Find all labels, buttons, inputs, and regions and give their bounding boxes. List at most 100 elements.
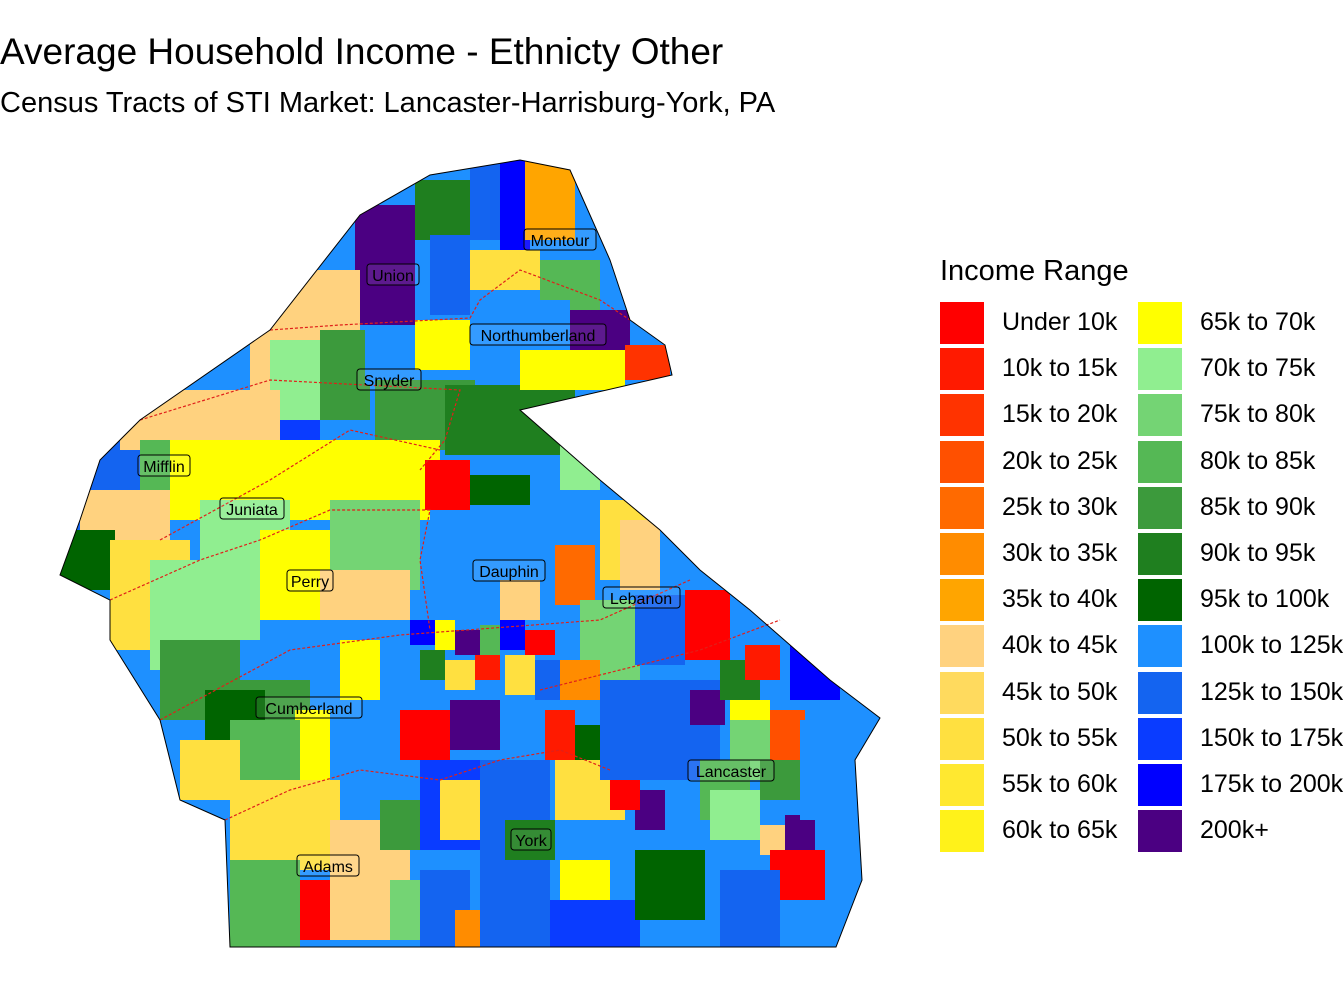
tract <box>445 385 575 455</box>
legend-swatch <box>940 302 984 344</box>
legend-item: 65k to 70k <box>1138 300 1338 346</box>
tract <box>355 205 415 325</box>
legend-swatch <box>940 440 984 483</box>
tract <box>295 710 335 790</box>
tract <box>635 850 705 920</box>
legend-label: 10k to 15k <box>1002 354 1118 383</box>
legend-swatch <box>940 810 984 853</box>
tract <box>410 620 435 645</box>
tract <box>430 235 470 315</box>
legend-label: 40k to 45k <box>1002 631 1118 660</box>
legend-label: 65k to 70k <box>1200 308 1316 336</box>
county-label-text: York <box>515 833 547 850</box>
tract <box>470 475 530 505</box>
legend-swatch <box>1138 394 1182 437</box>
tract <box>475 655 500 680</box>
legend-label: Under 10k <box>1002 308 1118 336</box>
county-label-dauphin: Dauphin <box>472 559 546 582</box>
study-area-outline <box>59 159 881 948</box>
legend-label: 175k to 200k <box>1200 770 1344 798</box>
legend-item: 25k to 30k <box>940 485 1140 531</box>
county-label-perry: Perry <box>286 569 334 592</box>
tract <box>500 620 525 650</box>
legend-label: 200k+ <box>1200 816 1269 845</box>
legend-item: 75k to 80k <box>1138 392 1338 438</box>
legend-swatch <box>1138 533 1182 575</box>
tract <box>550 900 640 947</box>
tract <box>415 320 470 370</box>
tract <box>790 620 840 700</box>
county-label-adams: Adams <box>296 854 360 877</box>
county-label-snyder: Snyder <box>356 368 422 391</box>
legend-label: 95k to 100k <box>1200 585 1330 614</box>
legend-swatch <box>1138 302 1182 344</box>
legend-swatch <box>940 671 984 714</box>
legend-item: 80k to 85k <box>1138 439 1338 485</box>
tract <box>570 310 630 350</box>
tract <box>555 545 595 605</box>
legend-item: 95k to 100k <box>1138 577 1338 623</box>
legend-item: 20k to 25k <box>940 439 1140 485</box>
county-label-union: Union <box>366 263 420 286</box>
county-label-lebanon: Lebanon <box>602 586 681 609</box>
county-label-lancaster: Lancaster <box>687 759 775 782</box>
county-label-text: Adams <box>303 859 353 876</box>
legend-item: 40k to 45k <box>940 623 1140 669</box>
legend-item: 10k to 15k <box>940 346 1140 392</box>
county-label-text: Perry <box>291 574 329 591</box>
legend-item: 50k to 55k <box>940 716 1140 762</box>
tract <box>480 300 570 345</box>
legend-item: 90k to 95k <box>1138 531 1338 577</box>
tract <box>455 630 480 655</box>
legend-swatch <box>940 579 984 622</box>
tract <box>320 330 370 420</box>
legend-label: 80k to 85k <box>1200 446 1316 475</box>
tract <box>320 570 410 620</box>
tract <box>520 350 625 390</box>
legend-swatch <box>1138 810 1182 853</box>
county-label-york: York <box>510 828 552 851</box>
county-label-text: Lebanon <box>610 591 672 608</box>
tract <box>415 180 475 240</box>
legend-item: 200k+ <box>1138 808 1338 854</box>
county-label-text: Dauphin <box>479 564 539 581</box>
legend-item: 125k to 150k <box>1138 670 1343 716</box>
tract <box>365 325 420 385</box>
tract <box>450 700 500 750</box>
tract <box>500 580 540 620</box>
legend-swatch <box>1138 348 1182 391</box>
tract <box>505 655 535 695</box>
legend-item: 55k to 60k <box>940 762 1140 808</box>
legend-item: 15k to 20k <box>940 392 1140 438</box>
legend-title: Income Range <box>940 255 1129 287</box>
tract <box>610 780 640 810</box>
legend: Income Range Under 10k 10k to 15k 15k to 2… <box>940 252 1344 862</box>
tract <box>505 820 555 860</box>
legend-label: 60k to 65k <box>1002 816 1118 845</box>
legend-label: 70k to 75k <box>1200 354 1316 383</box>
tract <box>390 880 420 940</box>
tract <box>545 710 575 760</box>
tract <box>340 640 380 700</box>
tract <box>260 530 330 620</box>
legend-item: 150k to 175k <box>1138 716 1343 762</box>
legend-swatch <box>940 486 984 529</box>
legend-swatch <box>1138 717 1182 760</box>
tract <box>720 870 780 947</box>
legend-swatch <box>1138 625 1182 668</box>
tract <box>440 780 480 840</box>
legend-label: 45k to 50k <box>1002 677 1118 706</box>
legend-label: 30k to 35k <box>1002 539 1118 567</box>
county-label-text: Cumberland <box>265 701 352 718</box>
county-label-text: Northumberland <box>481 328 596 345</box>
county-label-text: Lancaster <box>696 764 767 781</box>
tract <box>620 520 660 590</box>
tract <box>470 250 540 290</box>
tract <box>785 815 815 855</box>
tract <box>300 880 330 940</box>
chart-subtitle: Census Tracts of STI Market: Lancaster-H… <box>0 87 776 119</box>
tract <box>445 660 475 690</box>
county-boundaries <box>109 269 781 821</box>
tract <box>560 440 600 490</box>
county-label-northumberland: Northumberland <box>469 323 607 346</box>
